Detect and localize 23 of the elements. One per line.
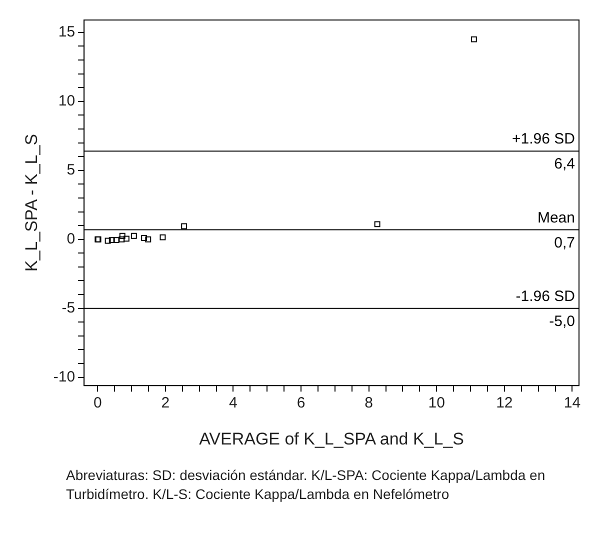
y-tick-label: -10 [53, 368, 76, 386]
x-tick-label: 0 [93, 394, 102, 412]
y-tick-label: 15 [58, 24, 76, 41]
annotation: 6,4 [554, 156, 575, 173]
ref-line-label: Mean [537, 209, 575, 226]
x-tick-label: 10 [428, 394, 445, 412]
x-axis-title: AVERAGE of K_L_SPA and K_L_S [199, 429, 464, 448]
y-tick-label: 5 [66, 162, 76, 179]
x-tick-label: 2 [161, 394, 170, 412]
annotation: 0,7 [554, 234, 575, 252]
x-tick-label: 14 [564, 394, 581, 412]
ref-line-label: -1.96 SD [516, 288, 576, 305]
x-tick-label: 6 [296, 394, 306, 412]
y-tick-label: -5 [62, 299, 76, 316]
annotation: -5,0 [549, 312, 575, 330]
x-tick-label: 8 [364, 394, 373, 412]
x-tick-label: 12 [496, 394, 513, 412]
text: Abreviaturas: SD: desviación estándar. K/L-SPA: Cociente Kappa/Lambda en Turbidímetro. K/L-S: Cociente Kappa/Lambda en Nefelómetro [66, 466, 546, 504]
y-tick-label: 10 [58, 92, 76, 110]
y-tick-label: 0 [66, 230, 76, 248]
y-axis-title: K_L_SPA - K_L_S [22, 134, 41, 272]
ref-line-label: +1.96 SD [512, 130, 576, 148]
x-tick-label: 4 [229, 394, 238, 412]
